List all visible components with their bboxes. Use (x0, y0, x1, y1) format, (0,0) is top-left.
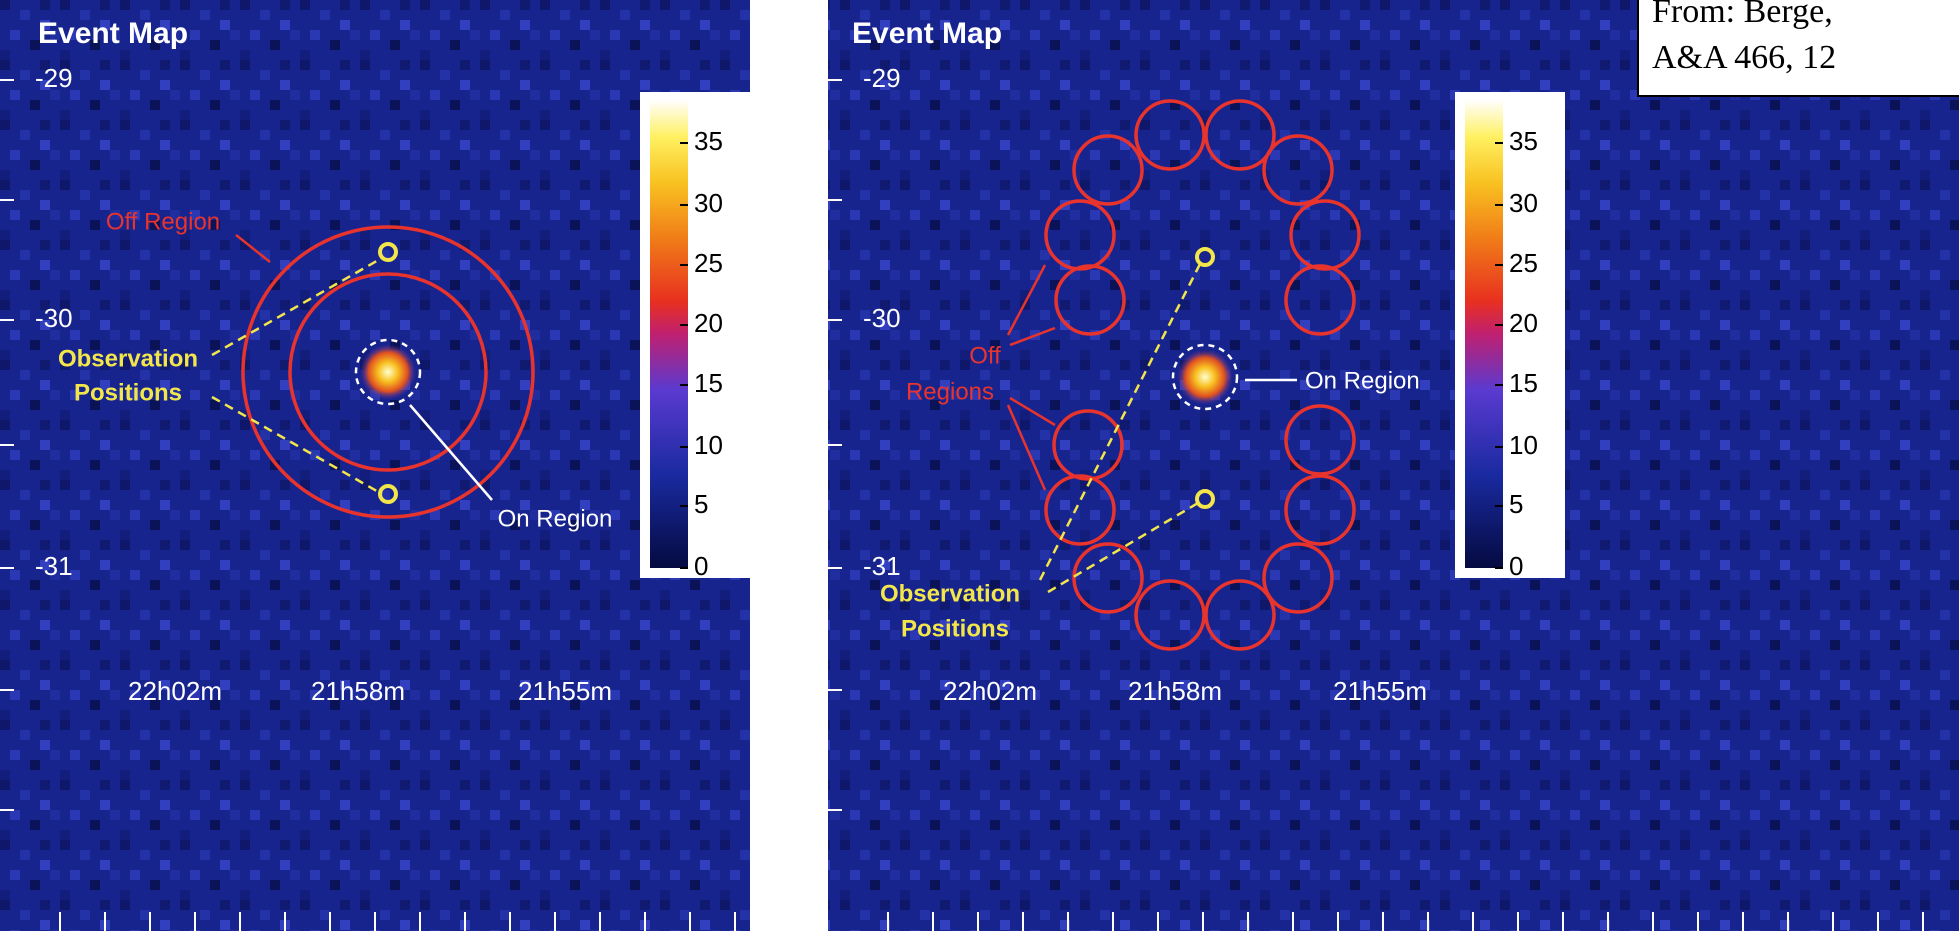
dec-label: -30 (35, 303, 73, 333)
colorbar-label: 20 (1509, 308, 1538, 338)
page: {"panels": [ {"title": "Event Map", "dec… (0, 0, 1959, 931)
on-label: On Region (498, 505, 613, 532)
obs-label: Observation (880, 580, 1020, 607)
panel-title: Event Map (38, 17, 188, 50)
colorbar-label: 0 (694, 551, 708, 581)
dec-label: -31 (863, 551, 901, 581)
figure: Event Map -29 -30 -31 22h02m 21h58m 21h55m 35 30… (0, 0, 1959, 931)
colorbar-label: 5 (1509, 489, 1523, 519)
colorbar-label: 35 (1509, 126, 1538, 156)
obs-label: Observation (58, 345, 198, 372)
colorbar-label: 30 (1509, 188, 1538, 218)
obs-label: Positions (901, 615, 1009, 642)
sky-map (0, 0, 750, 931)
ra-label: 22h02m (943, 676, 1037, 706)
colorbar-label: 10 (1509, 430, 1538, 460)
colorbar-label: 25 (694, 248, 723, 278)
sky-map (828, 0, 1959, 931)
off-label: Regions (906, 378, 994, 405)
colorbar-label: 0 (1509, 551, 1523, 581)
colorbar-label: 15 (1509, 368, 1538, 398)
colorbar-label: 25 (1509, 248, 1538, 278)
citation-line: A&A 466, 12 (1652, 39, 1836, 76)
source (360, 344, 416, 400)
ra-label: 21h58m (311, 676, 405, 706)
colorbar-label: 20 (694, 308, 723, 338)
off-label: Off Region (106, 208, 220, 235)
citation-line: From: Berge, (1652, 0, 1833, 30)
on-label: On Region (1305, 367, 1420, 394)
event-map-panel: Event Map -29 -30 -31 22h02m 21h58m 21h55m 35 30… (828, 0, 1959, 931)
colorbar-label: 30 (694, 188, 723, 218)
colorbar-label: 15 (694, 368, 723, 398)
panel-title: Event Map (852, 17, 1002, 50)
source (1177, 349, 1233, 405)
ra-label: 21h58m (1128, 676, 1222, 706)
dec-label: -29 (863, 63, 901, 93)
obs-label: Positions (74, 379, 182, 406)
off-label: Off (969, 342, 1001, 369)
colorbar-label: 35 (694, 126, 723, 156)
ra-label: 22h02m (128, 676, 222, 706)
dec-label: -31 (35, 551, 73, 581)
colorbar-label: 5 (694, 489, 708, 519)
ra-label: 21h55m (1333, 676, 1427, 706)
colorbar-label: 10 (694, 430, 723, 460)
event-map-panel: Event Map -29 -30 -31 22h02m 21h58m 21h55m 35 30… (0, 0, 750, 931)
colorbar (650, 100, 688, 568)
dec-label: -30 (863, 303, 901, 333)
colorbar (1465, 100, 1503, 568)
dec-label: -29 (35, 63, 73, 93)
ra-label: 21h55m (518, 676, 612, 706)
